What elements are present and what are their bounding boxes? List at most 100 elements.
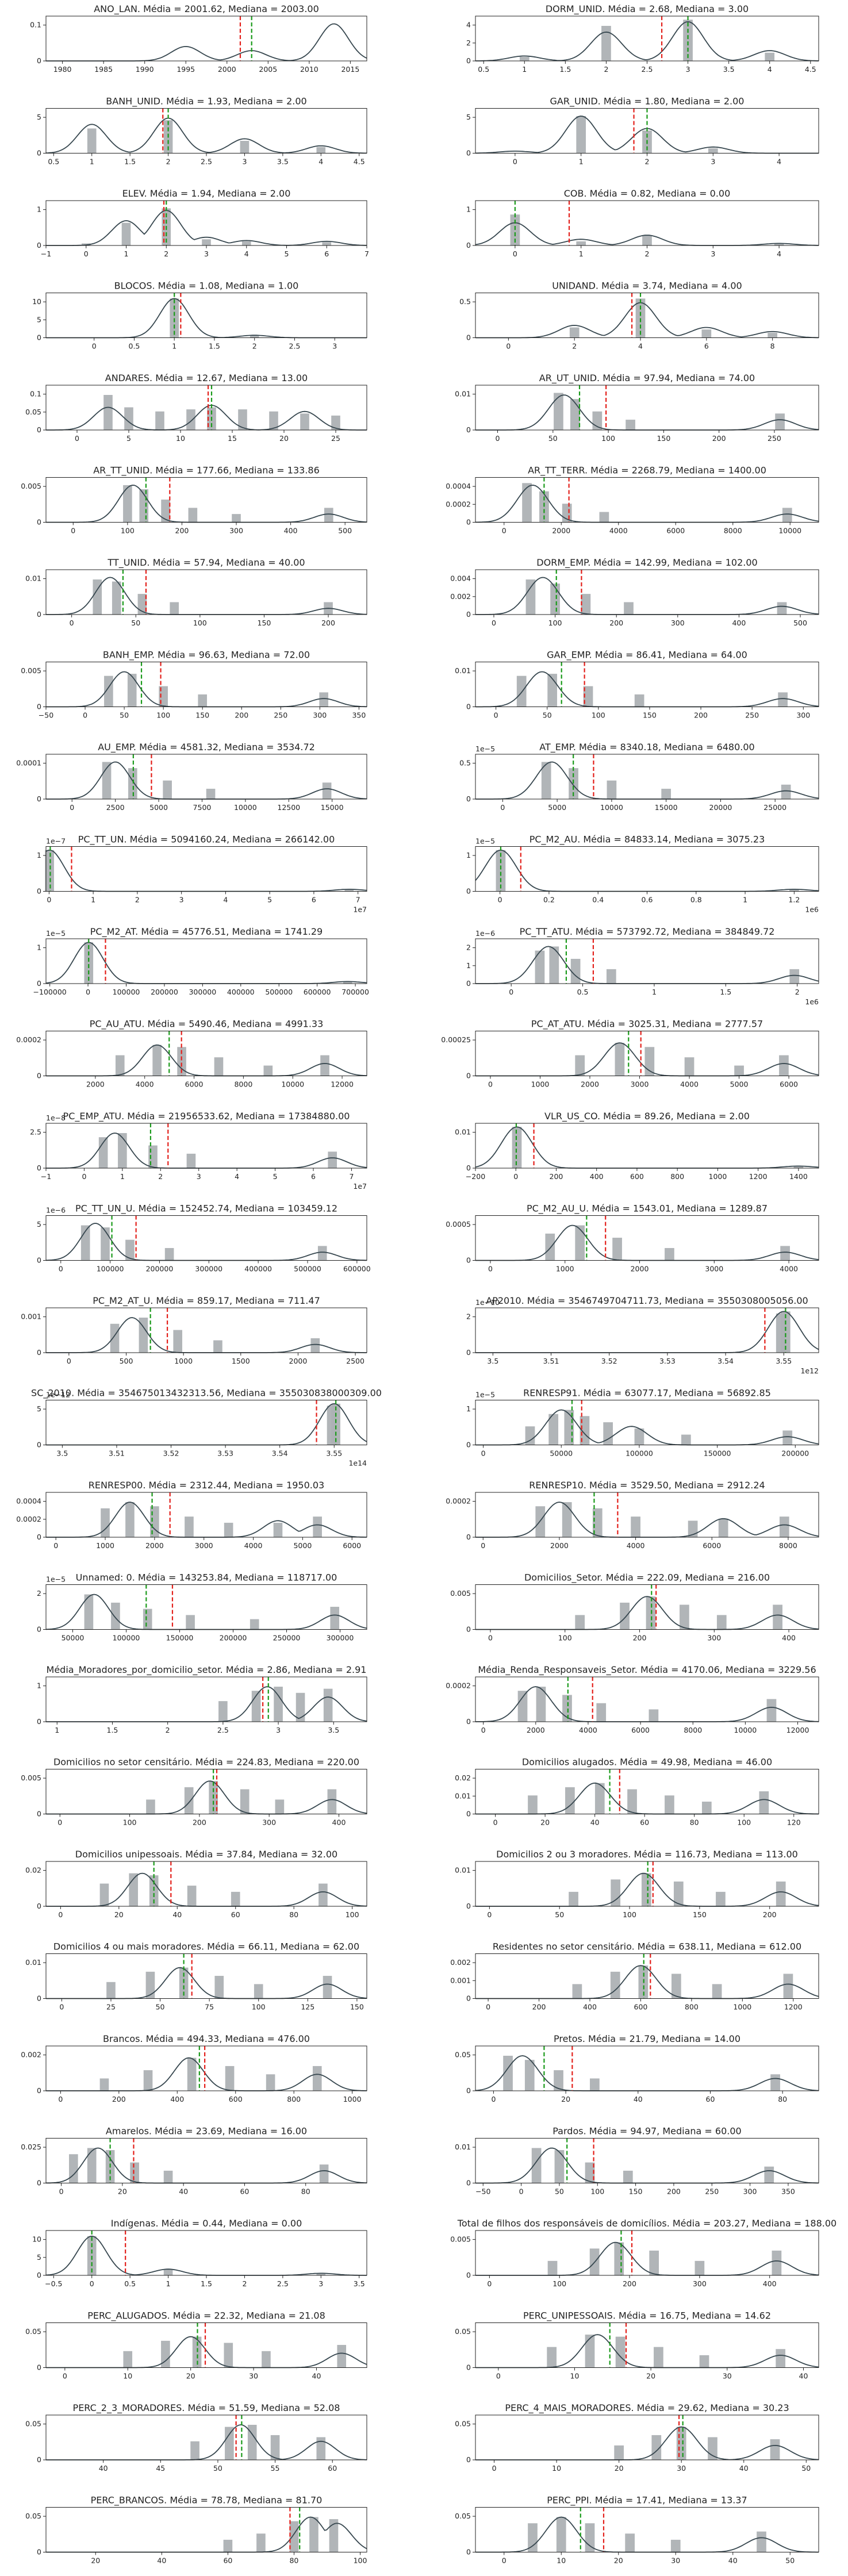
y-tick-label: 0	[37, 2548, 41, 2556]
x-tick-label: 0	[47, 896, 51, 904]
plot-frame	[45, 1400, 367, 1445]
histogram-bar	[708, 2437, 717, 2460]
y-tick-label: 0.002	[450, 1958, 471, 1967]
y-offset-label: 1e−8	[46, 1114, 66, 1122]
histogram-bar	[528, 2523, 538, 2552]
x-tick-label: 4	[223, 896, 228, 904]
y-tick-label: 0	[466, 1533, 471, 1541]
chart-title: RENRESP10. Média = 3529.50, Mediana = 29…	[529, 1480, 765, 1491]
histogram-bar	[145, 1971, 155, 1999]
y-tick-label: 0	[466, 2086, 471, 2095]
x-tick-label: 1400	[789, 1172, 808, 1181]
histogram-bar	[610, 1971, 620, 1999]
y-tick-label: 0	[466, 333, 471, 342]
x-tick-label: 400	[782, 1634, 796, 1642]
x-tick-label: 2000	[631, 1265, 649, 1273]
x-tick-label: 8	[770, 342, 775, 351]
chart-panel: ELEV. Média = 1.94, Mediana = 2.00−1 0 1 2 3…	[37, 188, 369, 258]
x-tick-label: 20000	[709, 803, 732, 812]
x-tick-label: 3.51	[543, 1357, 559, 1365]
plot-frame	[475, 385, 819, 431]
histogram-bar	[115, 1055, 125, 1076]
x-tick-label: 1	[172, 342, 176, 351]
x-tick-label: 0	[53, 1541, 58, 1550]
y-tick-label: 0	[37, 1533, 41, 1541]
histogram-bar	[768, 332, 777, 338]
chart-title: SC_2010. Média = 354675013432313.56, Med…	[31, 1388, 382, 1399]
kde-curve	[475, 222, 819, 246]
histogram-bar	[772, 2250, 782, 2275]
histogram-bar	[614, 2445, 624, 2460]
histogram-bar	[554, 393, 563, 430]
x-tick-label: 2	[645, 158, 650, 166]
y-tick-label: 4	[466, 21, 471, 29]
histogram-bar	[300, 413, 309, 430]
kde-curve	[46, 405, 367, 431]
histogram-bar	[250, 335, 259, 338]
x-tick-label: 40	[590, 1818, 600, 1827]
chart-panel: PC_M2_AU. Média = 84833.14, Mediana = 30…	[466, 834, 819, 914]
histogram-bar	[337, 2345, 347, 2368]
chart-panel: PC_M2_AT. Média = 45776.51, Mediana = 17…	[33, 926, 369, 996]
y-tick-label: 2.5	[30, 1128, 41, 1137]
x-tick-label: 3.55	[776, 1357, 792, 1365]
kde-curve	[46, 1686, 367, 1722]
chart-title: AR_TT_TERR. Média = 2268.79, Mediana = 1…	[528, 465, 766, 477]
histogram-bar	[319, 1883, 328, 1906]
x-tick-label: 1200	[749, 1172, 768, 1181]
x-tick-label: 2005	[259, 65, 277, 74]
y-tick-label: 0	[37, 1625, 41, 1634]
x-tick-label: 50	[801, 2464, 811, 2473]
x-tick-label: 0	[90, 2279, 94, 2288]
histogram-bar	[575, 1615, 585, 1630]
x-tick-label: 2.5	[217, 1726, 229, 1734]
x-tick-label: 200	[667, 2187, 681, 2196]
x-tick-label: 100	[558, 1634, 572, 1642]
y-tick-label: 0	[466, 1441, 471, 1449]
plot-frame	[45, 1031, 367, 1076]
kde-curve	[475, 761, 819, 800]
x-tick-label: 0.5	[129, 342, 140, 351]
x-tick-label: −50	[39, 711, 53, 720]
chart-panel: ANO_LAN. Média = 2001.62, Mediana = 2003…	[30, 3, 367, 74]
chart-title: Média_Renda_Responsaveis_Setor. Média = …	[478, 1664, 816, 1676]
histogram-bar	[87, 2236, 97, 2275]
x-tick-label: 500	[338, 527, 352, 535]
histogram-bar	[496, 850, 506, 892]
x-tick-label: 60	[328, 2464, 337, 2473]
x-tick-label: 100	[123, 1818, 137, 1827]
histogram-bar	[238, 409, 247, 430]
x-tick-label: 500	[120, 1357, 133, 1365]
y-tick-label: 0.05	[25, 2512, 41, 2520]
y-tick-label: 0	[37, 241, 41, 249]
x-tick-label: 0	[58, 2095, 63, 2103]
histogram-bar	[214, 1976, 224, 1999]
chart-panel: Domicilios no setor censitário. Média = …	[21, 1757, 367, 1827]
y-tick-label: 0	[466, 425, 471, 434]
x-tick-label: 75	[205, 2003, 214, 2011]
x-tick-label: 4	[777, 158, 781, 166]
y-tick-label: 0.01	[455, 1866, 471, 1875]
x-tick-label: 400	[590, 1172, 604, 1181]
y-tick-label: 2	[37, 1589, 41, 1598]
y-tick-label: 0	[37, 1810, 41, 1818]
x-tick-label: 400	[763, 2279, 777, 2288]
x-tick-label: 300	[707, 1634, 721, 1642]
x-tick-label: 600	[229, 2095, 243, 2103]
histogram-bar	[517, 1691, 528, 1722]
y-tick-label: 0.05	[455, 2327, 471, 2336]
y-tick-label: 1	[37, 1681, 41, 1690]
chart-panel: AR_TT_UNID. Média = 177.66, Mediana = 13…	[21, 465, 367, 535]
plot-frame	[45, 200, 367, 246]
x-tick-label: 100	[592, 711, 605, 720]
chart-panel: AU_EMP. Média = 4581.32, Mediana = 3534.…	[16, 742, 367, 812]
kde-curve	[475, 1502, 819, 1538]
plot-frame	[475, 1584, 819, 1630]
chart-title: PC_AU_ATU. Média = 5490.46, Mediana = 49…	[90, 1019, 324, 1030]
histogram-bar	[329, 2519, 339, 2552]
y-tick-label: 0.1	[30, 390, 41, 398]
histogram-bar	[262, 2351, 271, 2368]
x-tick-label: 4	[319, 158, 323, 166]
x-tick-label: 200	[112, 2095, 126, 2103]
x-tick-label: 3.54	[717, 1357, 734, 1365]
